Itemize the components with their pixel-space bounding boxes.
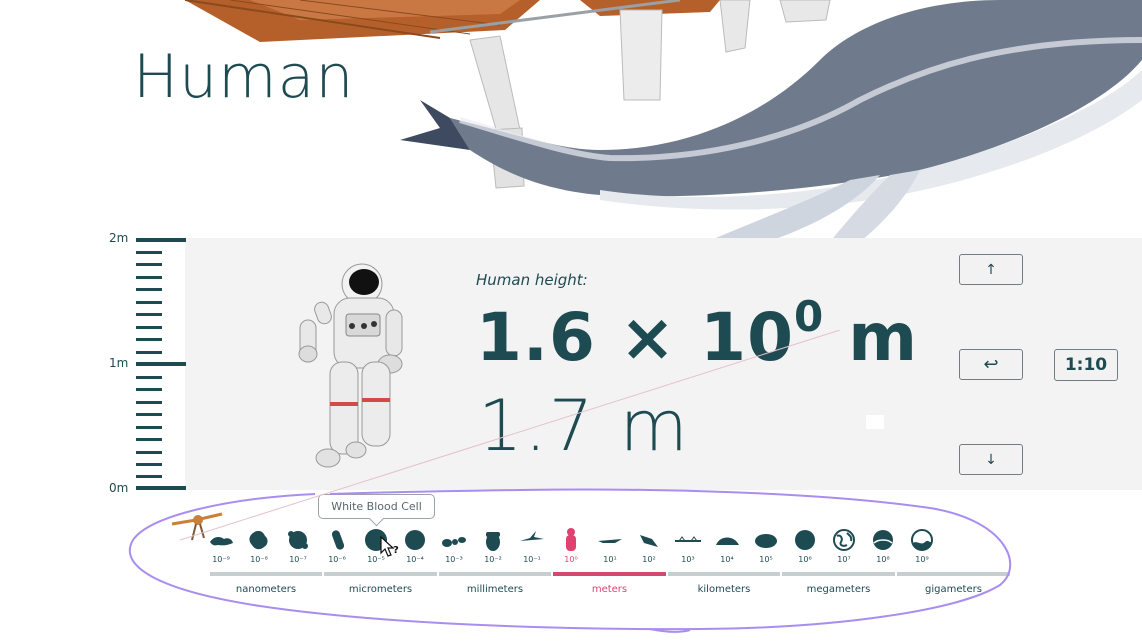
scale-exponent: 10³ <box>669 555 707 564</box>
scale-exponent: 10⁵ <box>747 555 785 564</box>
ruler-tick <box>136 313 162 316</box>
scale-exponent: 10⁸ <box>864 555 902 564</box>
unit-bar-kilometers <box>668 572 780 576</box>
scale-exponent: 10⁴ <box>708 555 746 564</box>
scale-exponent: 10⁻⁷ <box>279 555 317 564</box>
scale-down-button[interactable]: ↓ <box>959 444 1023 475</box>
scale-item[interactable]: 10⁹ <box>903 527 941 567</box>
ruler-tick <box>136 326 162 329</box>
scale-exponent: 10⁹ <box>903 555 941 564</box>
ruler-label-top: 2m <box>109 231 128 245</box>
arrow-up-icon: ↑ <box>985 262 997 278</box>
return-button[interactable]: ↩ <box>959 349 1023 380</box>
ruler-tick <box>136 413 162 416</box>
scale-up-button[interactable]: ↑ <box>959 254 1023 285</box>
unit-label-gigameters[interactable]: gigameters <box>897 584 1010 595</box>
return-arrow-icon: ↩ <box>983 354 998 375</box>
unit-bar-meters <box>553 572 666 576</box>
scale-exponent: 10⁻³ <box>435 555 473 564</box>
scale-exponent: 10⁻² <box>474 555 512 564</box>
scale-exponent: 10⁷ <box>825 555 863 564</box>
unit-bar-gigameters <box>897 572 1010 576</box>
ruler-tick <box>136 338 162 341</box>
unit-label-micrometers[interactable]: micrometers <box>324 584 437 595</box>
unit-label-millimeters[interactable]: millimeters <box>439 584 551 595</box>
ruler-label-bottom: 0m <box>109 481 128 495</box>
diagonal-guide-line <box>180 330 880 545</box>
unit-label-nanometers[interactable]: nanometers <box>210 584 322 595</box>
unit-label-megameters[interactable]: megameters <box>782 584 895 595</box>
ruler-major-tick <box>136 362 186 366</box>
ruler-tick <box>136 376 162 379</box>
ruler-major-tick <box>136 486 186 490</box>
ruler-major-tick <box>136 238 186 242</box>
scale-exponent: 10⁰ <box>552 555 590 564</box>
scale-exponent: 10⁻⁶ <box>318 555 356 564</box>
unit-bar-millimeters <box>439 572 551 576</box>
unit-label-meters[interactable]: meters <box>553 584 666 595</box>
svg-text:?: ? <box>393 545 399 556</box>
ruler-tick <box>136 276 162 279</box>
scale-exponent: 10² <box>630 555 668 564</box>
scale-exponent: 10⁶ <box>786 555 824 564</box>
unit-bar-nanometers <box>210 572 322 576</box>
ruler-tick <box>136 426 162 429</box>
ruler-tick <box>136 401 162 404</box>
ruler-tick <box>136 251 162 254</box>
ruler-tick <box>136 301 162 304</box>
ruler-tick <box>136 451 162 454</box>
scale-exponent: 10¹ <box>591 555 629 564</box>
ruler-tick <box>136 288 162 291</box>
scale-ratio-button[interactable]: 1:10 <box>1054 349 1118 381</box>
arrow-down-icon: ↓ <box>985 452 997 468</box>
ruler-tick <box>136 438 162 441</box>
unit-bar-micrometers <box>324 572 437 576</box>
ruler-tick <box>136 475 162 478</box>
ruler-tick <box>136 388 162 391</box>
unit-label-kilometers[interactable]: kilometers <box>668 584 780 595</box>
hanging-panels <box>430 0 830 188</box>
ruler-tick <box>136 263 162 266</box>
scale-exponent: 10⁻⁸ <box>240 555 278 564</box>
scale-exponent: 10⁻¹ <box>513 555 551 564</box>
page-title: Human <box>133 42 354 112</box>
scale-exponent: 10⁻⁹ <box>202 555 240 564</box>
ruler-tick <box>136 463 162 466</box>
ruler-label-middle: 1m <box>109 356 128 370</box>
ruler-tick <box>136 351 162 354</box>
human-height-label: Human height: <box>476 271 588 289</box>
ceiling-slats <box>185 0 720 42</box>
unit-bar-megameters <box>782 572 895 576</box>
sun-icon <box>907 527 937 553</box>
